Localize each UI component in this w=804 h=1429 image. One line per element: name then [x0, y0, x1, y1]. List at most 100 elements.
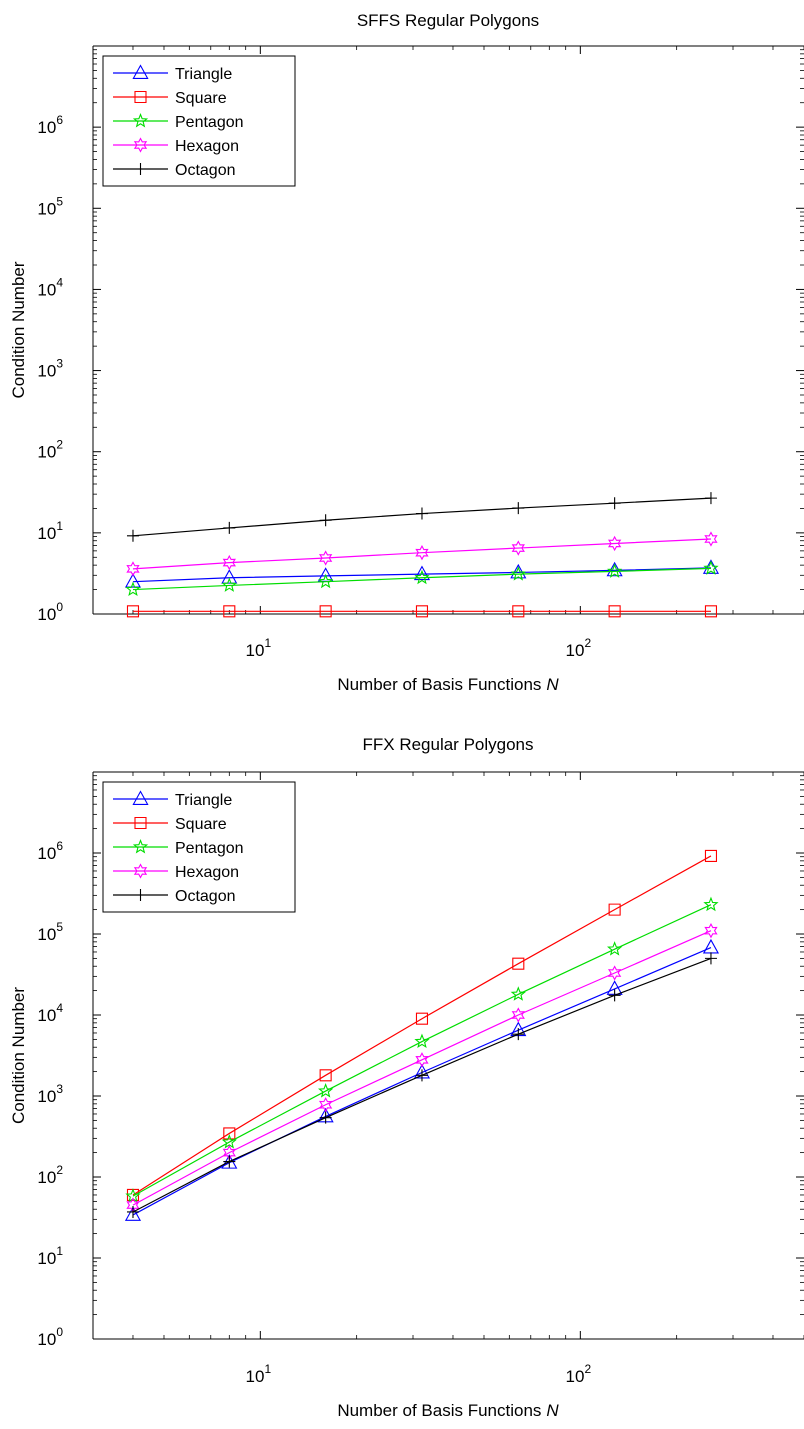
y-axis-label: Condition Number: [9, 261, 28, 398]
data-point-hexagon: [704, 531, 718, 547]
y-tick-label-exponent: 1: [56, 1244, 63, 1258]
y-tick-label-base: 10: [37, 199, 56, 218]
legend-marker-hexagon: [133, 863, 148, 879]
y-axis-label: Condition Number: [9, 987, 28, 1124]
legend-label-triangle: Triangle: [175, 66, 232, 83]
legend-label-square: Square: [175, 90, 227, 107]
y-tick-label: 106: [37, 113, 63, 137]
data-point-octagon: [512, 502, 525, 515]
legend-label-square: Square: [175, 816, 227, 833]
legend-label-pentagon: Pentagon: [175, 840, 244, 857]
x-tick-label-base: 10: [566, 641, 585, 660]
y-tick-label-base: 10: [37, 524, 56, 543]
data-point-octagon: [704, 492, 717, 505]
legend-marker-pentagon: [132, 112, 149, 128]
data-point-octagon: [415, 507, 428, 520]
data-point-triangle: [413, 565, 431, 581]
data-point-hexagon: [511, 1007, 525, 1023]
data-point-square: [223, 605, 236, 618]
x-tick-label: 102: [566, 1362, 592, 1386]
y-tick-label-exponent: 5: [56, 920, 63, 934]
legend-label-hexagon: Hexagon: [175, 864, 239, 881]
legend-marker-pentagon: [132, 838, 149, 854]
data-point-pentagon: [414, 569, 430, 585]
data-point-octagon: [126, 1205, 139, 1218]
series-line-pentagon: [132, 567, 711, 591]
data-point-octagon: [319, 514, 332, 527]
x-tick-label: 101: [246, 636, 272, 660]
series-line-pentagon: [132, 904, 712, 1197]
y-tick-label: 103: [37, 1082, 63, 1106]
data-point-hexagon: [415, 544, 429, 561]
x-axis-label-text: Number of Basis Functions: [337, 1401, 541, 1420]
legend-marker-square: [134, 90, 147, 104]
y-tick-label: 106: [37, 839, 63, 863]
chart-ffx: FFX Regular Polygons10010110210310410510…: [9, 735, 804, 1420]
y-tick-label-exponent: 0: [56, 1325, 63, 1339]
data-point-square: [704, 849, 718, 862]
data-point-pentagon: [221, 577, 237, 592]
data-point-octagon: [608, 497, 621, 510]
series-line-square: [132, 855, 712, 1196]
y-tick-label: 101: [37, 519, 63, 543]
data-point-square: [415, 605, 429, 618]
data-point-octagon: [512, 1028, 525, 1041]
x-tick-label-base: 10: [246, 641, 265, 660]
legend-marker-triangle: [132, 790, 149, 805]
data-point-pentagon: [607, 563, 623, 578]
data-point-hexagon: [318, 550, 333, 566]
series-line-hexagon: [132, 930, 712, 1206]
legend-label-pentagon: Pentagon: [175, 114, 244, 131]
y-tick-label-base: 10: [37, 925, 56, 944]
x-tick-label-base: 10: [246, 1367, 265, 1386]
data-point-triangle: [124, 1206, 142, 1221]
data-point-square: [319, 1069, 332, 1082]
legend-label-hexagon: Hexagon: [175, 138, 239, 155]
x-axis-label-variable: N: [546, 1401, 559, 1420]
data-point-pentagon: [414, 1033, 430, 1049]
data-point-hexagon: [318, 1097, 333, 1113]
data-point-triangle: [510, 563, 527, 579]
y-tick-label-base: 10: [37, 1249, 56, 1268]
y-tick-label: 100: [37, 1325, 63, 1349]
data-point-pentagon: [510, 566, 526, 581]
y-tick-label: 104: [37, 275, 63, 299]
data-point-pentagon: [318, 573, 334, 589]
data-point-square: [126, 1188, 140, 1202]
data-point-pentagon: [703, 560, 719, 575]
data-point-pentagon: [703, 896, 719, 912]
y-tick-label: 104: [37, 1001, 63, 1025]
data-point-hexagon: [511, 540, 525, 556]
chart-sffs: SFFS Regular Polygons1001011021031041051…: [9, 11, 804, 694]
data-point-triangle: [702, 559, 720, 574]
y-tick-label-base: 10: [37, 605, 56, 624]
y-tick-label-base: 10: [37, 1330, 56, 1349]
legend-marker-triangle: [132, 64, 149, 79]
legend-label-triangle: Triangle: [175, 792, 232, 809]
data-point-pentagon: [125, 581, 141, 597]
x-axis-label-variable: N: [546, 675, 559, 694]
y-tick-label-exponent: 2: [56, 438, 63, 452]
data-point-square: [512, 957, 525, 970]
data-point-triangle: [702, 938, 720, 954]
chart-title: SFFS Regular Polygons: [357, 11, 539, 30]
data-point-square: [512, 605, 525, 618]
legend-marker-square: [134, 816, 147, 830]
legend-marker-octagon: [134, 889, 147, 901]
data-point-pentagon: [318, 1083, 334, 1098]
legend-marker-octagon: [134, 163, 147, 175]
data-point-square: [608, 605, 621, 618]
x-tick-label-exponent: 2: [584, 636, 591, 650]
data-point-square: [415, 1012, 429, 1025]
data-point-pentagon: [510, 986, 526, 1001]
y-tick-label-exponent: 3: [56, 357, 63, 371]
data-point-hexagon: [126, 561, 140, 577]
data-point-hexagon: [415, 1052, 429, 1068]
data-point-hexagon: [704, 922, 718, 939]
y-tick-label-base: 10: [37, 844, 56, 863]
data-point-triangle: [221, 569, 238, 584]
x-tick-label-exponent: 1: [264, 1362, 271, 1376]
y-tick-label-exponent: 6: [56, 839, 63, 853]
data-point-octagon: [223, 1155, 236, 1168]
